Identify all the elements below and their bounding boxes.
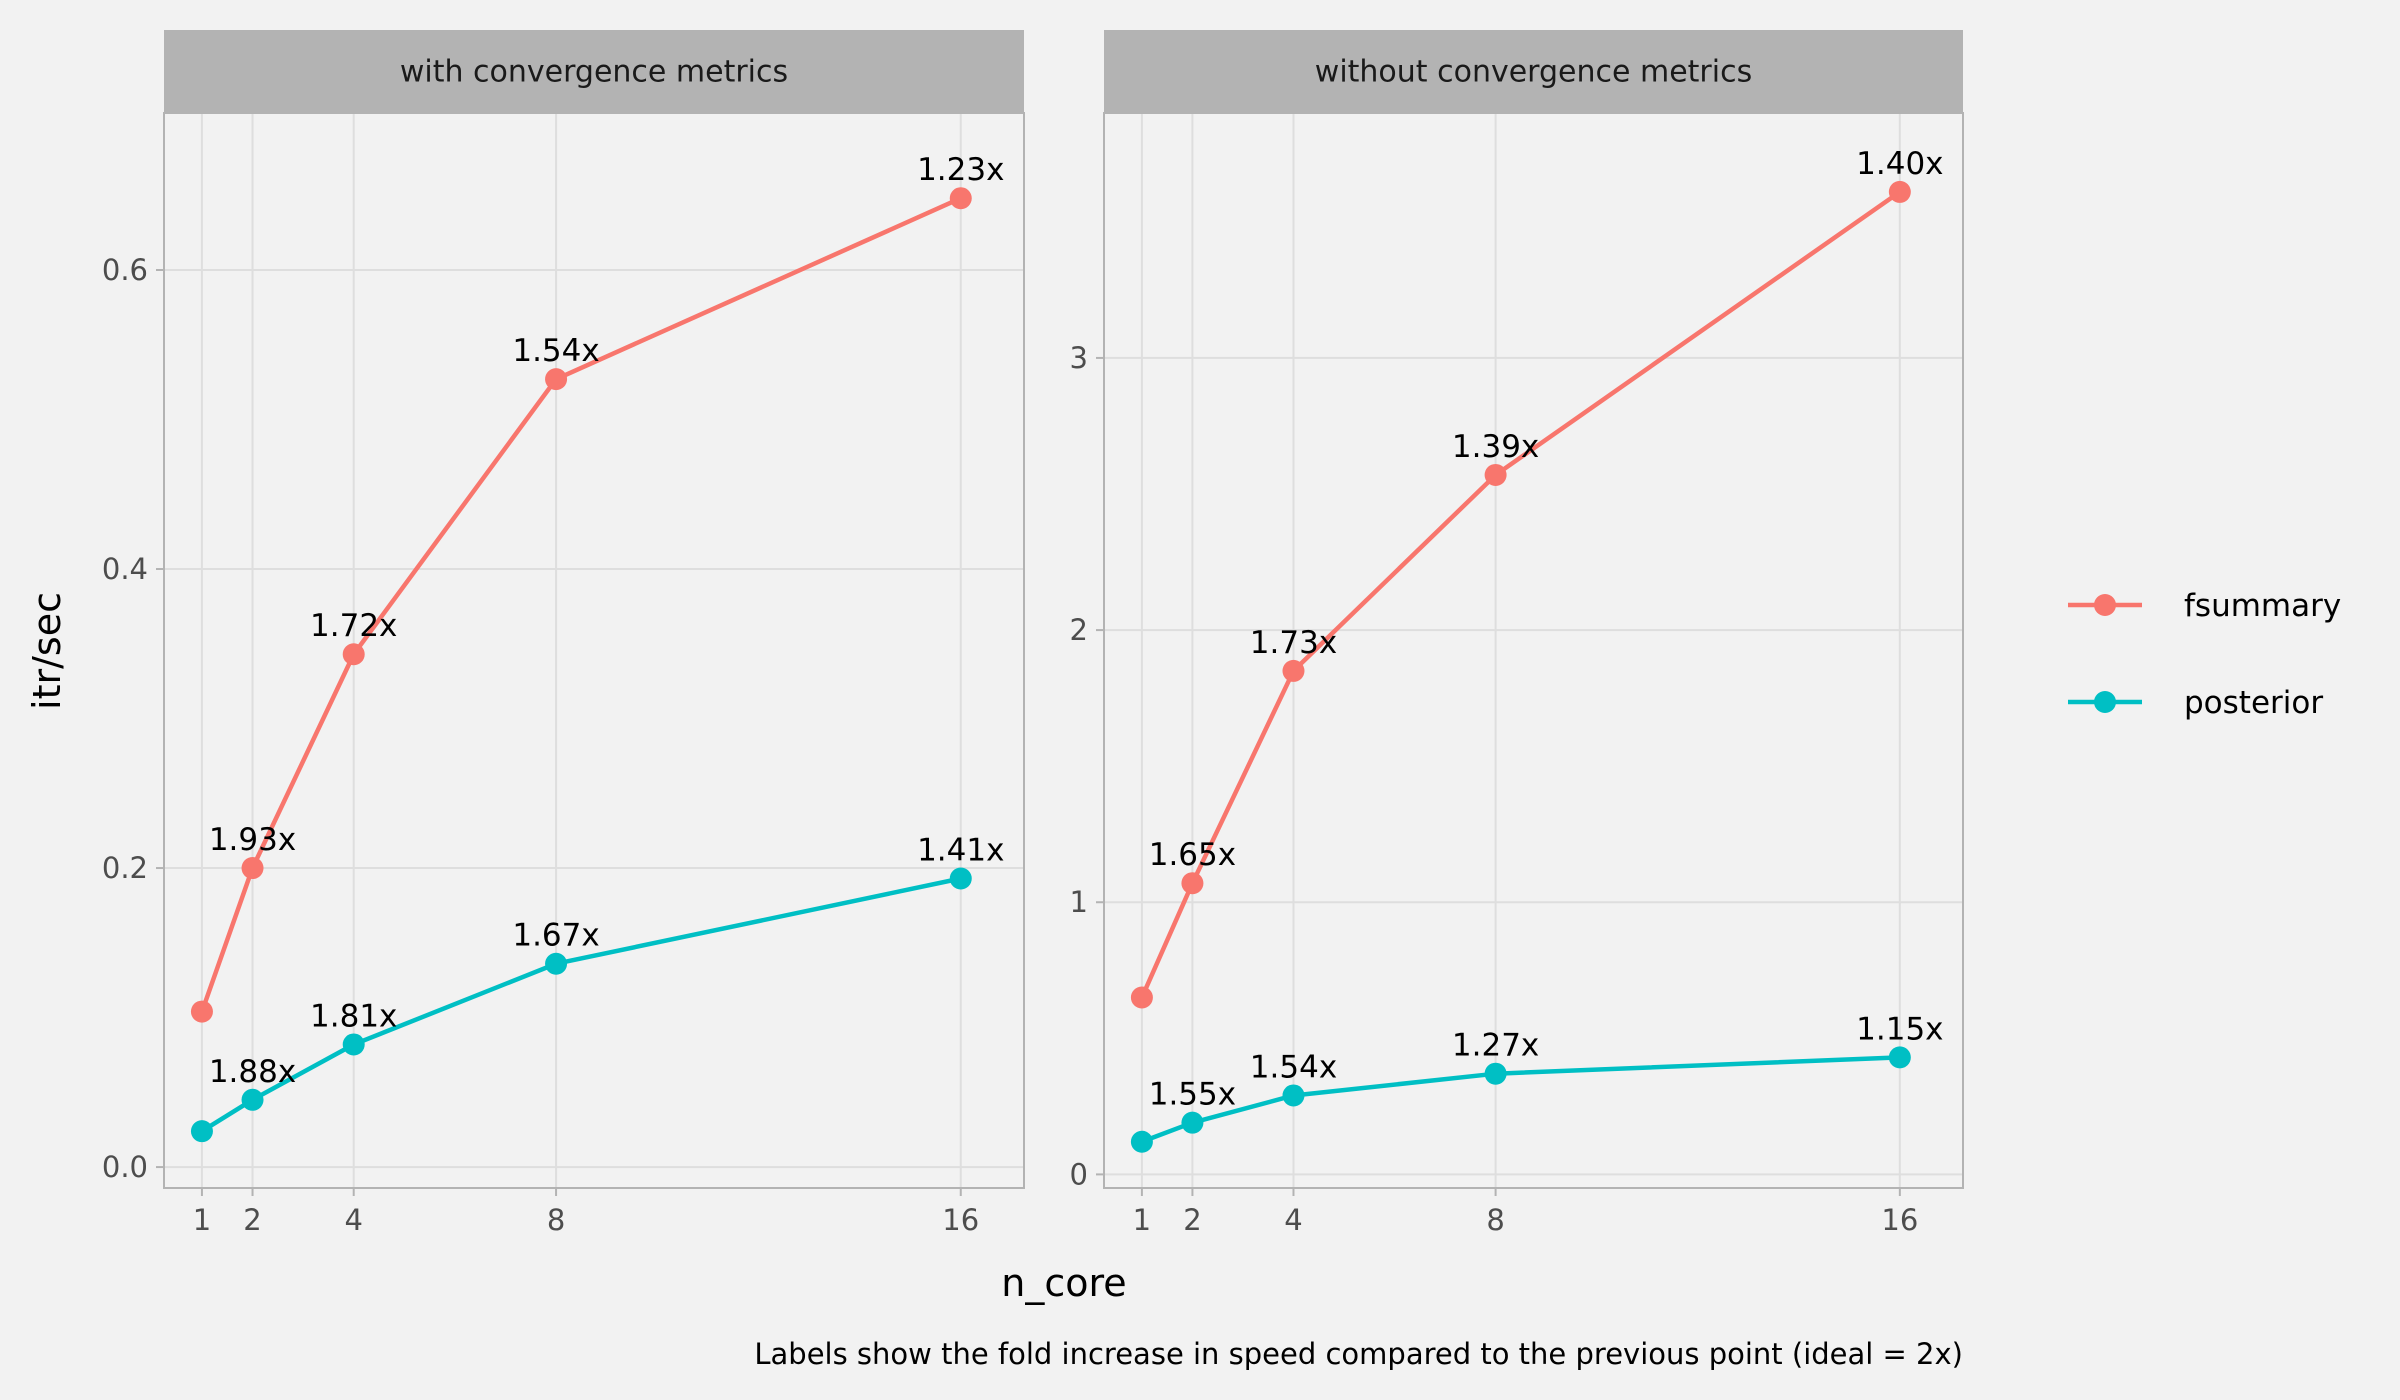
data-point-posterior xyxy=(1888,1046,1911,1069)
point-label: 1.73x xyxy=(1250,625,1337,661)
panel-border xyxy=(163,112,1025,1189)
point-label: 1.54x xyxy=(1250,1049,1337,1085)
data-point-fsummary xyxy=(949,187,972,210)
x-tick-label: 1 xyxy=(193,1203,211,1237)
point-label: 1.88x xyxy=(209,1054,296,1090)
data-point-fsummary xyxy=(1888,180,1911,203)
facet-title: with convergence metrics xyxy=(400,55,788,90)
x-tick-label: 1 xyxy=(1133,1203,1151,1237)
point-label: 1.67x xyxy=(512,918,599,954)
y-tick-label: 2 xyxy=(1070,613,1088,647)
legend-key-point xyxy=(2094,594,2116,616)
point-label: 1.93x xyxy=(209,822,296,858)
data-point-fsummary xyxy=(1130,986,1153,1009)
data-point-posterior xyxy=(949,867,972,890)
data-point-fsummary xyxy=(241,857,264,880)
legend: fsummary posterior xyxy=(2068,588,2341,721)
y-tick-label: 0.6 xyxy=(102,253,148,287)
x-tick-label: 8 xyxy=(1486,1203,1504,1237)
point-label: 1.54x xyxy=(512,333,599,369)
data-point-posterior xyxy=(1181,1111,1204,1134)
facet-title: without convergence metrics xyxy=(1315,55,1752,90)
point-label: 1.65x xyxy=(1149,837,1236,873)
legend-key-point xyxy=(2094,691,2116,713)
chart-caption: Labels show the fold increase in speed c… xyxy=(754,1337,1963,1371)
data-point-posterior xyxy=(1282,1084,1305,1107)
point-label: 1.27x xyxy=(1452,1028,1539,1064)
point-label: 1.40x xyxy=(1856,146,1943,182)
data-point-posterior xyxy=(190,1120,213,1143)
data-point-posterior xyxy=(1130,1130,1153,1153)
y-tick-label: 0.4 xyxy=(102,552,148,586)
y-tick-label: 0 xyxy=(1070,1157,1088,1191)
legend-label: posterior xyxy=(2184,685,2323,721)
point-label: 1.39x xyxy=(1452,429,1539,465)
legend-item-fsummary: fsummary xyxy=(2068,588,2341,624)
data-point-fsummary xyxy=(1282,659,1305,682)
data-point-fsummary xyxy=(1181,872,1204,895)
x-tick-label: 2 xyxy=(243,1203,261,1237)
facet-strip xyxy=(164,30,1024,113)
point-label: 1.23x xyxy=(917,152,1004,188)
data-point-fsummary xyxy=(545,368,568,391)
y-tick-label: 1 xyxy=(1070,885,1088,919)
y-tick-label: 0.0 xyxy=(102,1150,148,1184)
x-tick-label: 8 xyxy=(547,1203,565,1237)
y-tick-label: 0.2 xyxy=(102,851,148,885)
legend-label: fsummary xyxy=(2184,588,2341,624)
point-label: 1.72x xyxy=(310,608,397,644)
point-label: 1.15x xyxy=(1856,1011,1943,1047)
point-label: 1.41x xyxy=(917,833,1004,869)
legend-item-posterior: posterior xyxy=(2068,685,2323,721)
y-tick-label: 3 xyxy=(1070,341,1088,375)
panel-background xyxy=(164,113,1024,1188)
data-point-posterior xyxy=(241,1088,264,1111)
data-point-posterior xyxy=(342,1033,365,1056)
x-tick-label: 16 xyxy=(942,1203,979,1237)
data-point-posterior xyxy=(545,952,568,975)
y-axis-title: itr/sec xyxy=(25,592,69,710)
data-point-fsummary xyxy=(1484,463,1507,486)
x-tick-label: 16 xyxy=(1881,1203,1918,1237)
data-point-fsummary xyxy=(342,643,365,666)
panel-1: with convergence metrics 1 2 4 8 16 0.0 0.2 0.4 0… xyxy=(102,30,1025,1237)
x-tick-label: 4 xyxy=(344,1203,362,1237)
panel-border xyxy=(1103,112,1964,1189)
x-tick-label: 4 xyxy=(1284,1203,1302,1237)
x-tick-label: 2 xyxy=(1183,1203,1201,1237)
data-point-fsummary xyxy=(190,1000,213,1023)
x-axis-title: n_core xyxy=(1001,1261,1126,1305)
panel-background xyxy=(1104,113,1963,1188)
point-label: 1.81x xyxy=(310,998,397,1034)
facet-strip xyxy=(1104,30,1963,113)
data-point-posterior xyxy=(1484,1062,1507,1085)
point-label: 1.55x xyxy=(1149,1077,1236,1113)
